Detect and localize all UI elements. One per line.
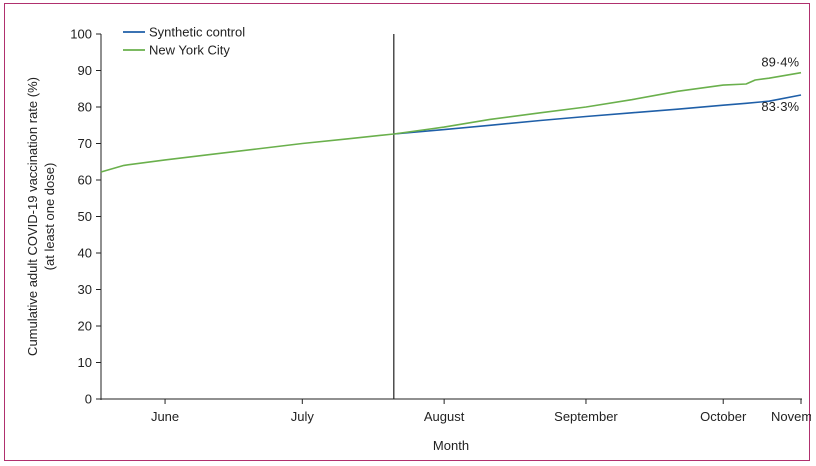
- y-tick-label: 70: [78, 136, 92, 151]
- axis-ticks: 0 10 20 30 40 50 60 70 80 90 100 June July August Sept…: [70, 27, 811, 425]
- y-tick-label: 20: [78, 319, 92, 334]
- y-tick-label: 100: [70, 27, 92, 42]
- figure-frame: 0 10 20 30 40 50 60 70 80 90 100 June July August Sept…: [4, 3, 811, 461]
- axis-titles: Month Cumulative adult COVID-19 vaccinati…: [25, 77, 469, 453]
- y-tick-label: 10: [78, 355, 92, 370]
- y-tick-label: 80: [78, 100, 92, 115]
- x-tick-label: August: [424, 409, 465, 424]
- series-line-new-york-city: [100, 71, 802, 173]
- y-axis-title-line1: Cumulative adult COVID-19 vaccination ra…: [25, 77, 40, 356]
- x-tick-label: June: [151, 409, 179, 424]
- x-tick-label: November: [771, 409, 811, 424]
- x-tick-label: October: [700, 409, 747, 424]
- x-axis-title: Month: [433, 438, 469, 453]
- series-lines: 83·3% 89·4%: [100, 55, 802, 173]
- end-label-synthetic-control: 83·3%: [761, 99, 799, 114]
- line-chart: 0 10 20 30 40 50 60 70 80 90 100 June July August Sept…: [25, 25, 811, 454]
- y-axis-title-line2: (at least one dose): [42, 163, 57, 271]
- x-tick-label: July: [291, 409, 315, 424]
- y-tick-label: 50: [78, 209, 92, 224]
- y-tick-label: 30: [78, 282, 92, 297]
- legend-label: New York City: [149, 43, 230, 58]
- legend: Synthetic control New York City: [123, 25, 245, 58]
- x-tick-label: September: [554, 409, 618, 424]
- end-label-new-york-city: 89·4%: [761, 55, 799, 70]
- y-tick-label: 0: [85, 392, 92, 407]
- y-tick-label: 90: [78, 63, 92, 78]
- y-tick-label: 40: [78, 246, 92, 261]
- series-line-synthetic-control: [393, 94, 802, 135]
- legend-label: Synthetic control: [149, 25, 245, 40]
- y-tick-label: 60: [78, 173, 92, 188]
